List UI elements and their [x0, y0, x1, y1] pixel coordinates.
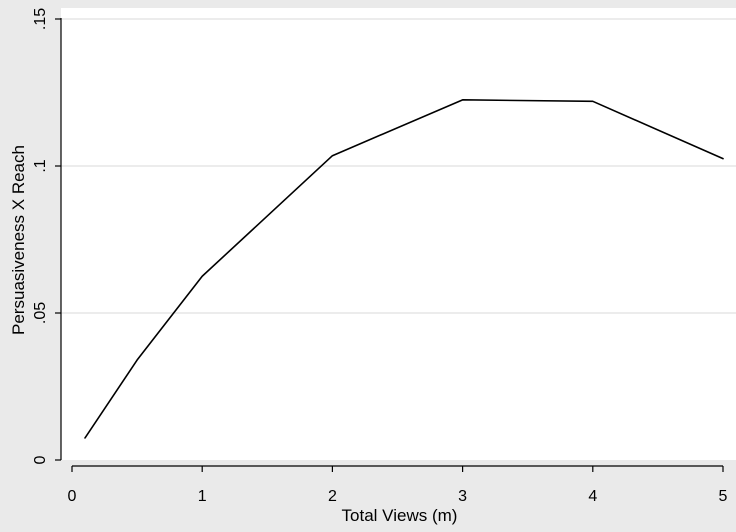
y-axis-title: Persuasiveness X Reach — [9, 145, 28, 335]
y-tick-label: .15 — [32, 8, 49, 30]
x-tick-label: 3 — [458, 488, 467, 505]
x-tick-label: 2 — [328, 488, 337, 505]
x-tick-label: 0 — [68, 488, 77, 505]
series-line-0 — [84, 99, 724, 439]
plot-area — [61, 8, 736, 460]
x-tick-label: 1 — [198, 488, 207, 505]
x-axis-title: Total Views (m) — [342, 506, 458, 525]
series-layer — [84, 99, 724, 439]
y-tick-label: .1 — [32, 159, 49, 172]
y-tick-label: 0 — [32, 455, 49, 464]
x-tick-label: 4 — [588, 488, 597, 505]
axes: 0 .05 .1 .15 0 1 2 3 4 5 — [32, 8, 728, 505]
x-tick-label: 5 — [719, 488, 728, 505]
y-tick-label: .05 — [32, 302, 49, 324]
